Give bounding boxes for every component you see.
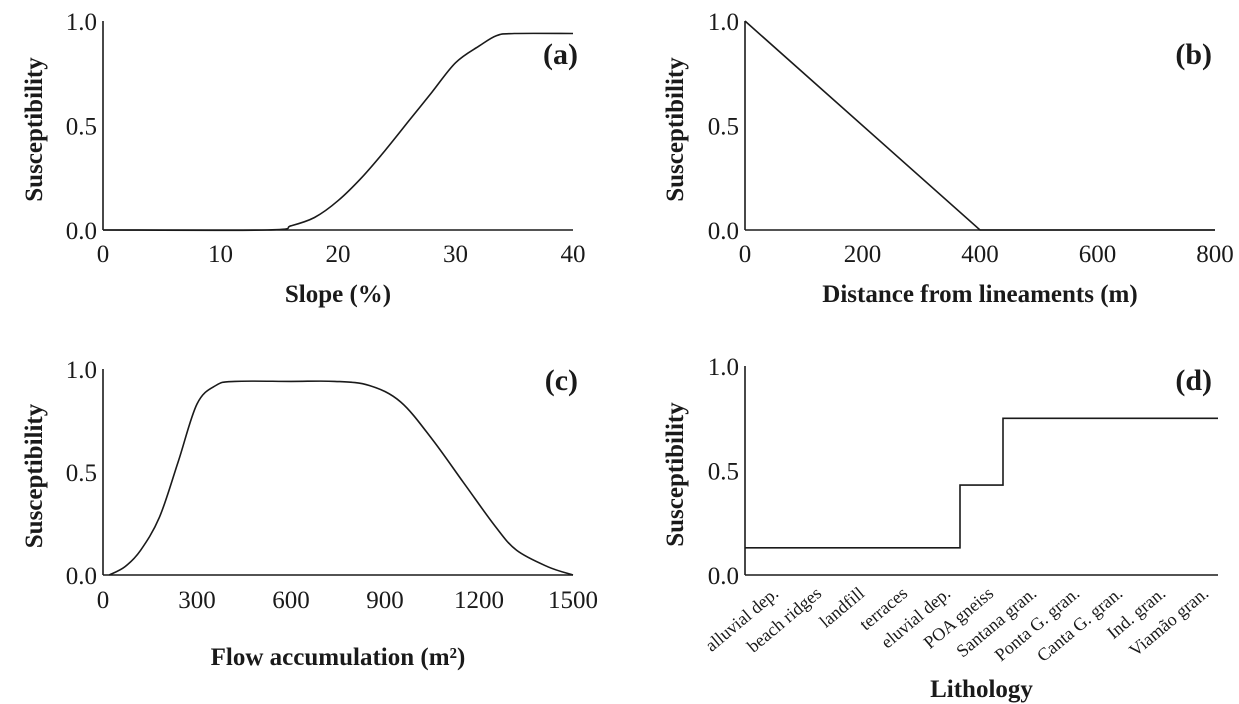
y-tick-label: 0.5: [66, 114, 97, 141]
series-line: [102, 32, 574, 232]
series-line: [108, 380, 574, 576]
y-tick-label: 1.0: [708, 354, 739, 381]
x-tick-label: 0: [97, 241, 110, 268]
y-tick-label: 0.0: [66, 563, 97, 590]
x-tick-label: 30: [443, 241, 468, 268]
y-tick-label: 0.0: [708, 563, 739, 590]
chart-panel-c: 0.0 0.5 1.0 Susceptibility (c) Flow accumulat…: [21, 357, 598, 671]
x-tick-label: 900: [366, 587, 404, 614]
x-tick-label: 600: [1079, 241, 1117, 268]
x-tick-label: 0: [739, 241, 752, 268]
y-axis-title: Susceptibility: [21, 57, 48, 202]
x-axis-title: Slope (%): [285, 281, 391, 308]
series-step-line: [745, 417, 1218, 549]
y-tick-label: 0.5: [708, 459, 739, 486]
chart-panel-a: 0.0 0.5 1.0 Susceptibility (a) Slope (%) 0 10 20…: [21, 9, 586, 308]
x-axis-title: Lithology: [930, 676, 1033, 703]
y-tick-label: 1.0: [66, 357, 97, 384]
x-tick-label: 200: [844, 241, 882, 268]
x-tick-label: 400: [961, 241, 999, 268]
x-tick-label: 20: [326, 241, 351, 268]
x-tick-label: 40: [561, 241, 586, 268]
y-tick-label: 0.5: [66, 460, 97, 487]
x-tick-label: 1500: [548, 587, 598, 614]
y-axis-title: Susceptibility: [662, 402, 689, 547]
y-tick-label: 0.0: [66, 218, 97, 245]
x-tick-label: 600: [272, 587, 310, 614]
x-axis-title: Flow accumulation (m²): [211, 644, 466, 671]
panel-label: (d): [1175, 364, 1212, 397]
x-axis-title: Distance from lineaments (m): [822, 281, 1137, 308]
y-axis-title: Susceptibility: [662, 57, 689, 202]
x-tick-label: 10: [208, 241, 233, 268]
series-line: [744, 20, 1215, 231]
y-tick-label: 0.5: [708, 114, 739, 141]
panel-label: (c): [545, 364, 578, 397]
x-tick-label: 0: [97, 587, 110, 614]
chart-panel-d: 0.00.51.0Susceptibility(d)Lithologyalluv…: [662, 354, 1218, 703]
y-axis-title: Susceptibility: [21, 403, 48, 548]
y-tick-label: 1.0: [66, 9, 97, 36]
y-tick-label: 0.0: [708, 218, 739, 245]
chart-panel-b: 0.0 0.5 1.0 Susceptibility (b) Distance from …: [662, 9, 1234, 308]
x-tick-label: 1200: [454, 587, 504, 614]
x-tick-label: 300: [178, 587, 216, 614]
y-tick-label: 1.0: [708, 9, 739, 36]
panel-label: (a): [543, 38, 578, 71]
x-tick-label: 800: [1196, 241, 1234, 268]
panel-label: (b): [1175, 38, 1212, 71]
